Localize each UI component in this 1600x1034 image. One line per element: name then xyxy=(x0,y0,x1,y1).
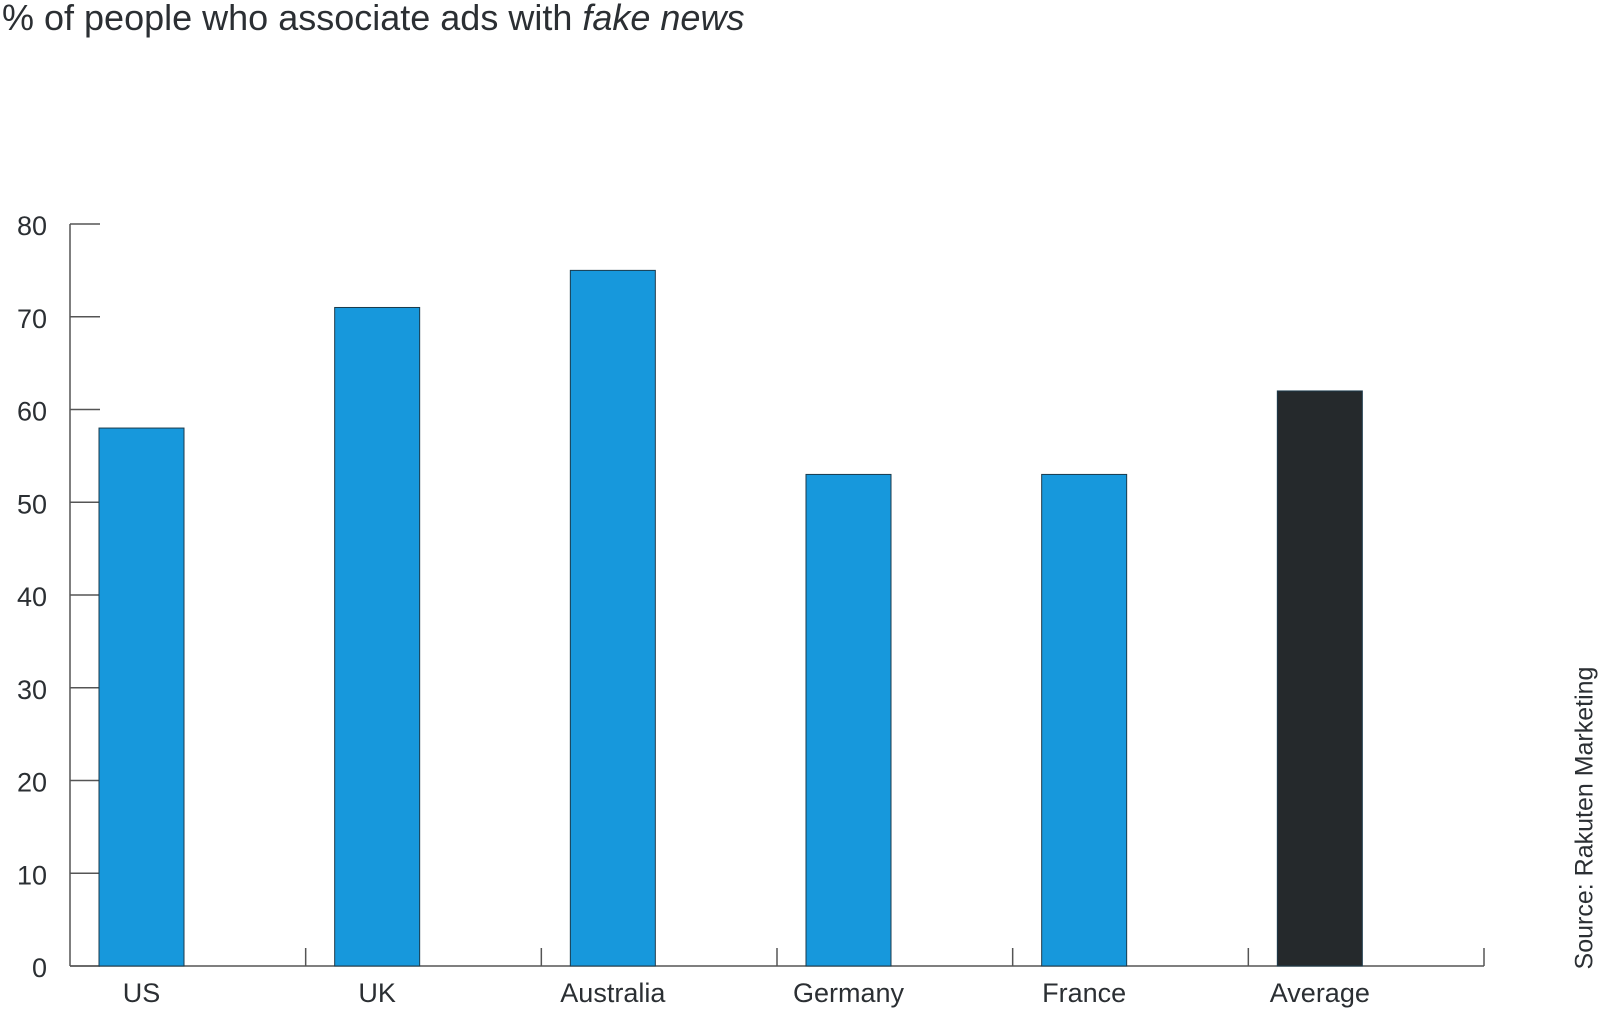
x-tick-label: UK xyxy=(358,978,396,1008)
chart-title: % of people who associate ads with fake … xyxy=(2,0,744,38)
bar xyxy=(1041,473,1128,967)
bar xyxy=(1276,390,1363,967)
bar xyxy=(334,306,421,967)
x-tick-label: Average xyxy=(1270,978,1370,1008)
bar xyxy=(569,269,656,967)
source-note: Source: Rakuten Marketing xyxy=(1571,667,1599,970)
title-emphasis: fake news xyxy=(582,0,744,38)
y-tick-label: 10 xyxy=(17,860,47,890)
y-tick-label: 40 xyxy=(17,582,47,612)
title-text: % of people who associate ads with xyxy=(2,0,572,38)
x-tick-label: Australia xyxy=(560,978,666,1008)
y-tick-label: 0 xyxy=(32,953,47,983)
y-tick-label: 30 xyxy=(17,675,47,705)
bar xyxy=(98,427,185,967)
y-tick-label: 60 xyxy=(17,397,47,427)
bar xyxy=(805,473,892,967)
x-tick-label: Germany xyxy=(793,978,905,1008)
y-tick-label: 70 xyxy=(17,304,47,334)
x-tick-label: France xyxy=(1042,978,1126,1008)
y-tick-label: 20 xyxy=(17,768,47,798)
y-tick-label: 80 xyxy=(17,211,47,241)
y-tick-label: 50 xyxy=(17,489,47,519)
x-tick-label: US xyxy=(123,978,161,1008)
